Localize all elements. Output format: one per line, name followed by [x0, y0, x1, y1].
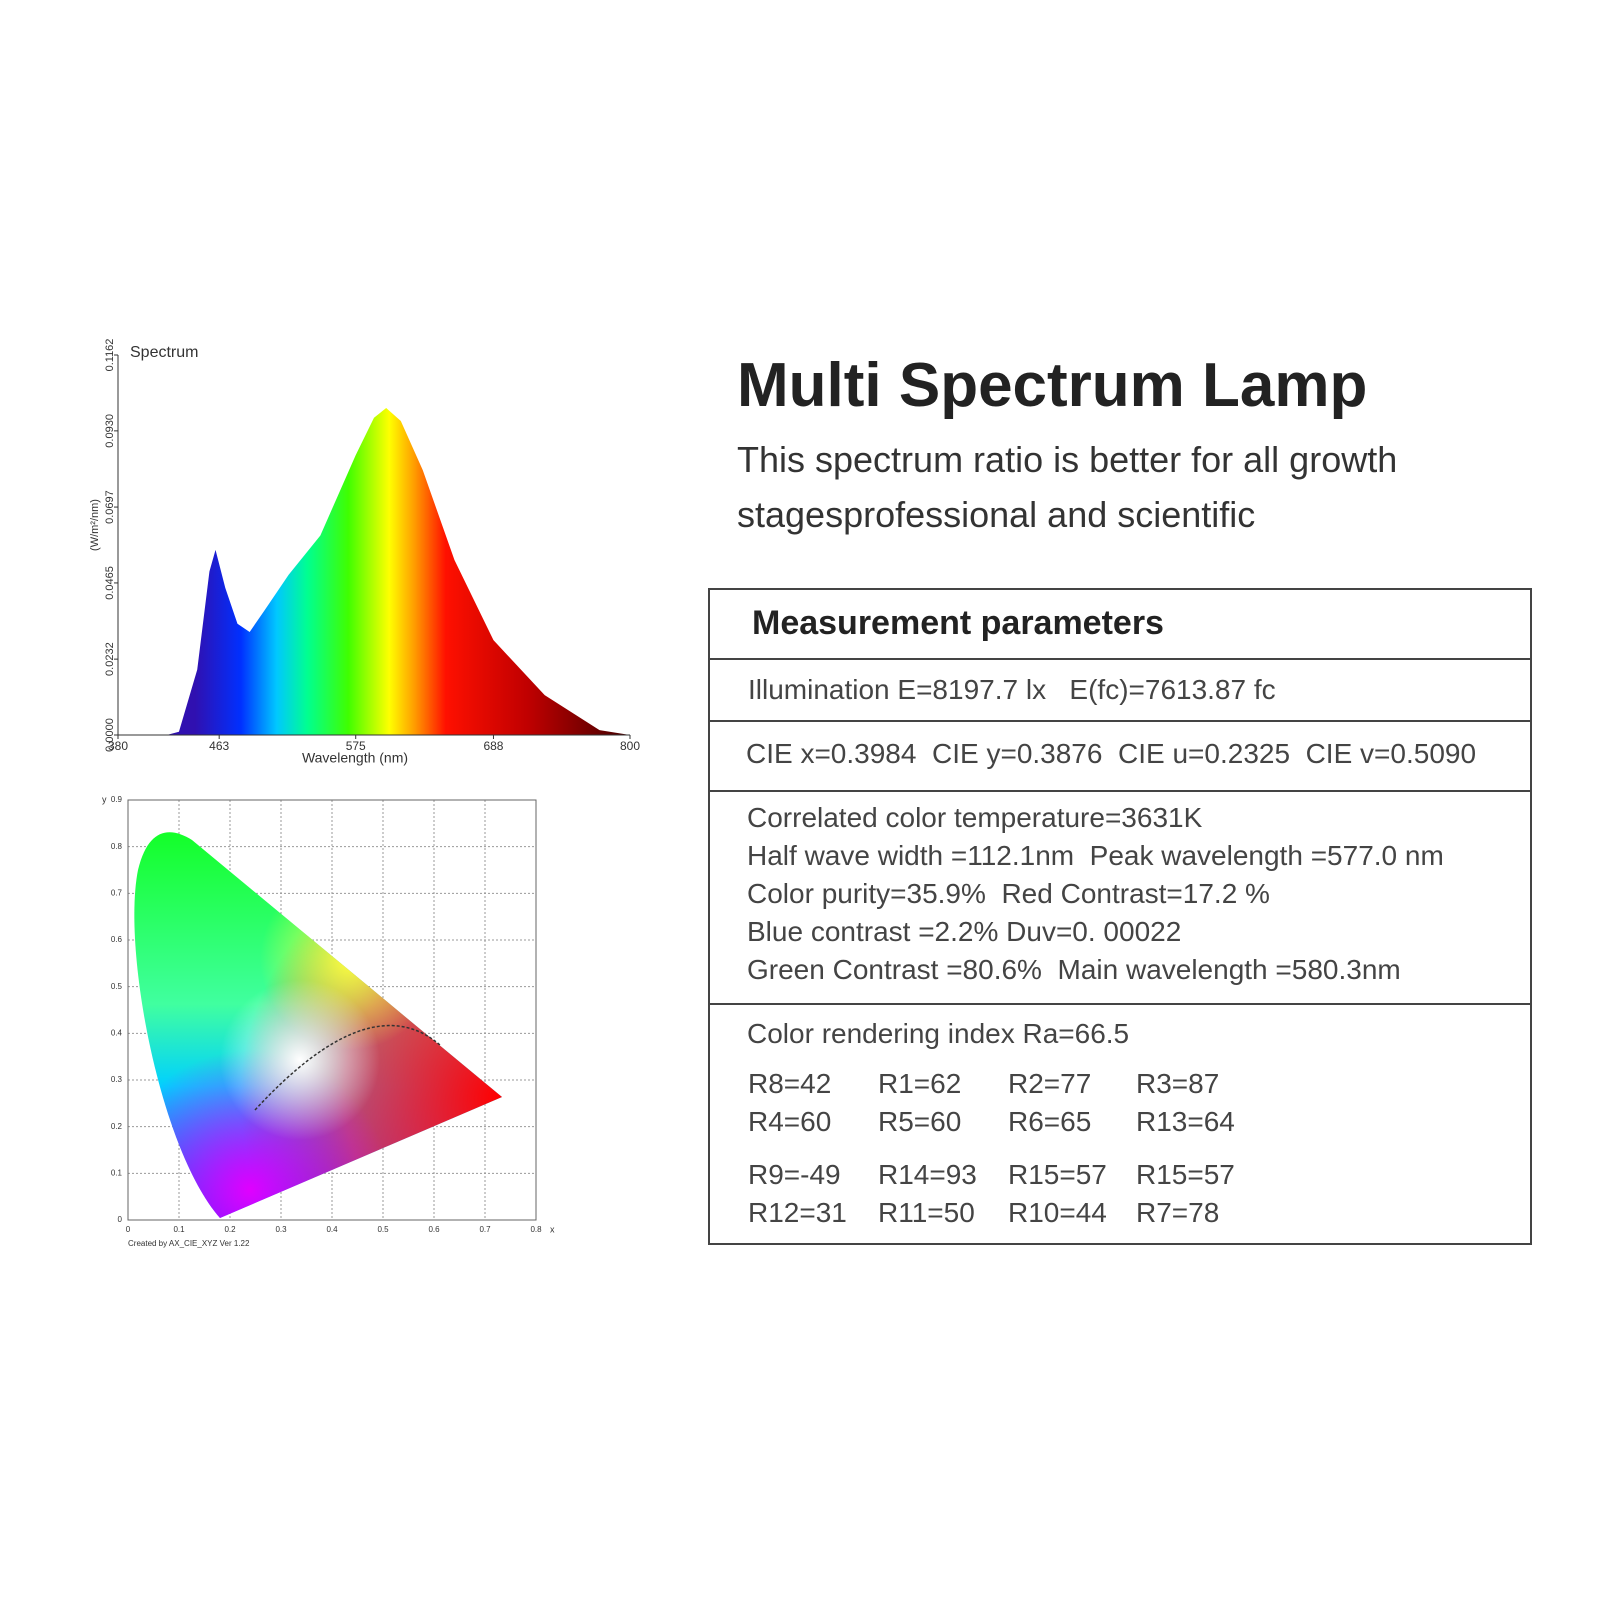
- x-axis-label: Wavelength (nm): [302, 750, 408, 766]
- y-tick-label: 0.0930: [104, 414, 116, 448]
- row-separator: [710, 790, 1530, 792]
- y-tick-label: 0.2: [111, 1122, 123, 1131]
- chromaticity-diagram: [134, 832, 502, 1218]
- cri-value: R4=60: [748, 1106, 832, 1137]
- x-tick-label: 0.3: [275, 1225, 287, 1234]
- y-axis-label: y: [102, 794, 107, 804]
- cri-value: R2=77: [1008, 1068, 1092, 1099]
- y-tick-label: 0.0697: [104, 490, 116, 524]
- x-tick-label: 463: [209, 739, 229, 753]
- cri-value: R7=78: [1136, 1197, 1220, 1228]
- cri-value: R15=57: [1008, 1159, 1107, 1190]
- x-tick-label: 575: [346, 739, 366, 753]
- cri-value: R8=42: [748, 1068, 832, 1099]
- row-text: Color purity=35.9% Red Contrast=17.2 %: [747, 878, 1270, 909]
- cri-value: R10=44: [1008, 1197, 1107, 1228]
- x-axis-label: x: [550, 1224, 555, 1234]
- y-tick-label: 0.4: [111, 1028, 123, 1037]
- row-separator: [710, 658, 1530, 660]
- measurement-table: Measurement parameters Illumination E=81…: [708, 588, 1532, 1245]
- y-tick-label: 0.9: [111, 795, 123, 804]
- y-tick-label: 0.0232: [104, 642, 116, 676]
- row-text: CIE x=0.3984 CIE y=0.3876 CIE u=0.2325 C…: [746, 738, 1477, 769]
- row-separator: [710, 1003, 1530, 1005]
- x-tick-label: 0.8: [530, 1225, 542, 1234]
- table-title: Measurement parameters: [752, 604, 1164, 642]
- cri-value: R3=87: [1136, 1068, 1220, 1099]
- y-tick-label: 0.3: [111, 1075, 123, 1084]
- cri-value: R11=50: [878, 1197, 975, 1228]
- row-text: Blue contrast =2.2% Duv=0. 00022: [747, 916, 1182, 947]
- y-axis-label: (W/m²/nm): [89, 499, 101, 551]
- spectrum-area: [118, 407, 630, 735]
- y-tick-label: 0.1: [111, 1168, 123, 1177]
- cri-value: R12=31: [748, 1197, 847, 1228]
- row-text: Illumination E=8197.7 lx E(fc)=7613.87 f…: [748, 674, 1276, 705]
- plot-frame: [127, 799, 537, 1221]
- cri-value: R1=62: [878, 1068, 962, 1099]
- x-tick-label: 0.5: [377, 1225, 389, 1234]
- y-tick-label: 0: [118, 1215, 123, 1224]
- title: Multi Spectrum Lamp: [737, 351, 1368, 420]
- y-tick-label: 0.0465: [104, 566, 116, 600]
- row-text: Green Contrast =80.6% Main wavelength =5…: [747, 954, 1401, 985]
- y-tick-label: 0.1162: [104, 339, 116, 372]
- planckian-locus: [254, 1024, 441, 1111]
- row-separator: [710, 720, 1530, 722]
- x-tick-label: 380: [108, 739, 128, 753]
- x-tick-label: 800: [620, 739, 640, 753]
- cri-value: R14=93: [878, 1159, 977, 1190]
- footer: Created by AX_CIE_XYZ Ver 1.22: [128, 1239, 250, 1248]
- y-tick-label: 0.6: [111, 935, 123, 944]
- cri-value: R5=60: [878, 1106, 962, 1137]
- cri-title: Color rendering index Ra=66.5: [747, 1018, 1130, 1049]
- x-tick-label: 0.2: [224, 1225, 236, 1234]
- cri-value: R6=65: [1008, 1106, 1092, 1137]
- y-tick-label: 0.7: [111, 888, 123, 897]
- chart-title: Spectrum: [130, 344, 198, 361]
- x-tick-label: 0.6: [428, 1225, 440, 1234]
- x-tick-label: 0.1: [173, 1225, 185, 1234]
- x-tick-label: 0.7: [479, 1225, 491, 1234]
- row-text: Half wave width =112.1nm Peak wavelength…: [747, 840, 1444, 871]
- y-tick-label: 0.0000: [104, 718, 116, 752]
- y-tick-label: 0.8: [111, 842, 123, 851]
- y-tick-label: 0.5: [111, 982, 123, 991]
- x-tick-label: 688: [483, 739, 503, 753]
- cri-value: R15=57: [1136, 1159, 1235, 1190]
- row-text: Correlated color temperature=3631K: [747, 802, 1203, 833]
- subtitle: This spectrum ratio is better for all gr…: [737, 439, 1398, 535]
- x-tick-label: 0.4: [326, 1225, 338, 1234]
- x-tick-label: 0: [126, 1225, 131, 1234]
- cri-value: R13=64: [1136, 1106, 1235, 1137]
- cri-value: R9=-49: [748, 1159, 841, 1190]
